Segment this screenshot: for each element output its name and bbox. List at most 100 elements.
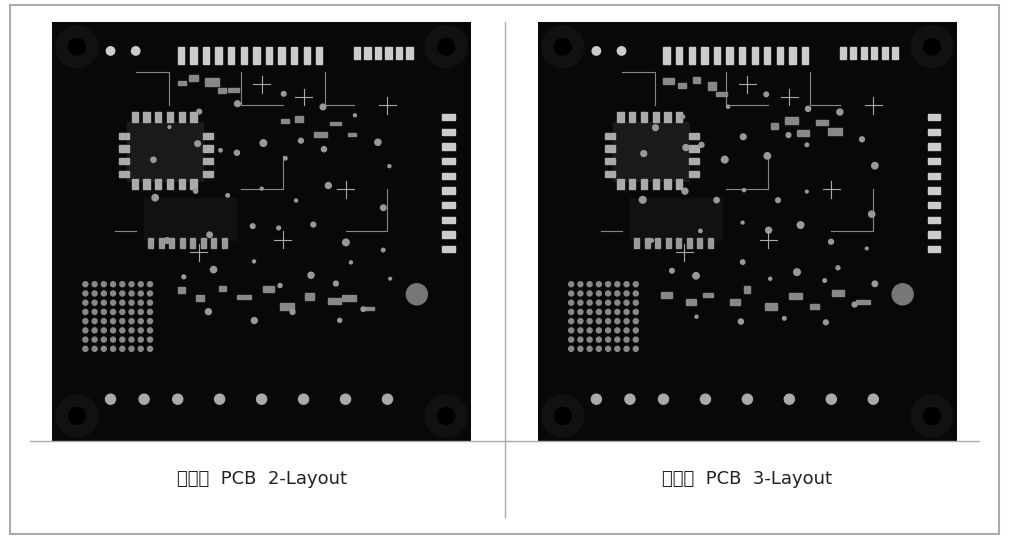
Bar bbox=[641, 179, 647, 189]
Circle shape bbox=[624, 347, 629, 351]
Circle shape bbox=[260, 187, 263, 190]
Circle shape bbox=[256, 394, 266, 404]
Bar bbox=[928, 202, 940, 208]
Bar bbox=[686, 238, 691, 248]
Circle shape bbox=[101, 347, 106, 351]
Circle shape bbox=[766, 227, 772, 233]
Circle shape bbox=[569, 319, 574, 323]
Circle shape bbox=[605, 328, 610, 333]
Circle shape bbox=[605, 319, 610, 323]
Bar bbox=[442, 202, 455, 208]
Bar bbox=[155, 179, 161, 189]
Circle shape bbox=[578, 309, 583, 314]
Circle shape bbox=[554, 407, 571, 424]
Circle shape bbox=[596, 337, 601, 342]
Bar bbox=[253, 47, 259, 64]
Bar bbox=[304, 47, 310, 64]
Bar bbox=[228, 47, 234, 64]
Bar bbox=[664, 47, 670, 64]
Circle shape bbox=[868, 394, 878, 404]
Bar bbox=[155, 112, 161, 122]
Circle shape bbox=[83, 291, 88, 296]
Circle shape bbox=[578, 328, 583, 333]
Bar bbox=[630, 198, 722, 240]
Bar bbox=[295, 116, 304, 122]
Bar bbox=[861, 47, 867, 59]
Bar bbox=[342, 295, 356, 301]
Circle shape bbox=[83, 328, 88, 333]
Circle shape bbox=[234, 150, 239, 155]
Bar bbox=[291, 47, 298, 64]
Circle shape bbox=[634, 282, 639, 287]
Circle shape bbox=[129, 309, 134, 314]
Circle shape bbox=[343, 239, 349, 246]
Circle shape bbox=[634, 309, 639, 314]
Circle shape bbox=[120, 319, 125, 323]
Bar bbox=[131, 179, 138, 189]
Bar bbox=[928, 187, 940, 194]
Bar bbox=[385, 47, 391, 59]
Bar bbox=[148, 238, 153, 248]
Circle shape bbox=[101, 337, 106, 342]
Circle shape bbox=[111, 291, 116, 296]
Bar bbox=[203, 170, 213, 177]
Circle shape bbox=[234, 101, 240, 107]
Bar bbox=[702, 293, 712, 297]
Bar bbox=[375, 47, 381, 59]
Bar bbox=[613, 122, 689, 181]
Circle shape bbox=[776, 198, 780, 203]
Circle shape bbox=[120, 291, 125, 296]
Circle shape bbox=[634, 319, 639, 323]
Circle shape bbox=[139, 394, 149, 404]
Bar bbox=[166, 179, 174, 189]
Circle shape bbox=[215, 394, 225, 404]
Circle shape bbox=[425, 395, 467, 437]
Circle shape bbox=[721, 156, 728, 163]
Bar bbox=[789, 293, 802, 299]
Bar bbox=[831, 290, 845, 296]
Circle shape bbox=[138, 337, 143, 342]
Circle shape bbox=[353, 114, 356, 117]
Bar bbox=[330, 122, 341, 126]
Circle shape bbox=[805, 143, 808, 147]
Bar bbox=[686, 299, 696, 305]
Circle shape bbox=[634, 328, 639, 333]
Circle shape bbox=[714, 197, 719, 203]
Circle shape bbox=[826, 394, 836, 404]
Bar bbox=[604, 158, 615, 164]
Circle shape bbox=[147, 291, 152, 296]
Bar bbox=[179, 287, 185, 293]
Bar bbox=[191, 179, 197, 189]
Circle shape bbox=[129, 328, 134, 333]
Circle shape bbox=[147, 309, 152, 314]
Bar bbox=[442, 231, 455, 238]
Circle shape bbox=[334, 281, 338, 286]
Circle shape bbox=[83, 347, 88, 351]
Circle shape bbox=[92, 309, 97, 314]
Circle shape bbox=[425, 26, 467, 68]
Bar bbox=[744, 286, 750, 293]
Bar bbox=[158, 238, 163, 248]
Circle shape bbox=[374, 139, 381, 146]
Circle shape bbox=[726, 105, 730, 108]
Bar bbox=[928, 158, 940, 164]
Circle shape bbox=[138, 282, 143, 287]
Circle shape bbox=[596, 309, 601, 314]
Circle shape bbox=[605, 347, 610, 351]
Circle shape bbox=[382, 394, 393, 404]
Circle shape bbox=[569, 309, 574, 314]
Bar bbox=[265, 47, 272, 64]
Circle shape bbox=[169, 126, 171, 128]
Circle shape bbox=[438, 38, 455, 55]
Circle shape bbox=[853, 302, 857, 307]
Circle shape bbox=[101, 300, 106, 305]
Bar bbox=[278, 47, 285, 64]
Circle shape bbox=[892, 284, 913, 305]
Bar bbox=[663, 78, 674, 84]
Circle shape bbox=[828, 239, 833, 244]
FancyBboxPatch shape bbox=[534, 17, 962, 445]
Circle shape bbox=[866, 247, 868, 250]
Circle shape bbox=[911, 26, 952, 68]
Circle shape bbox=[197, 109, 202, 114]
Circle shape bbox=[101, 328, 106, 333]
